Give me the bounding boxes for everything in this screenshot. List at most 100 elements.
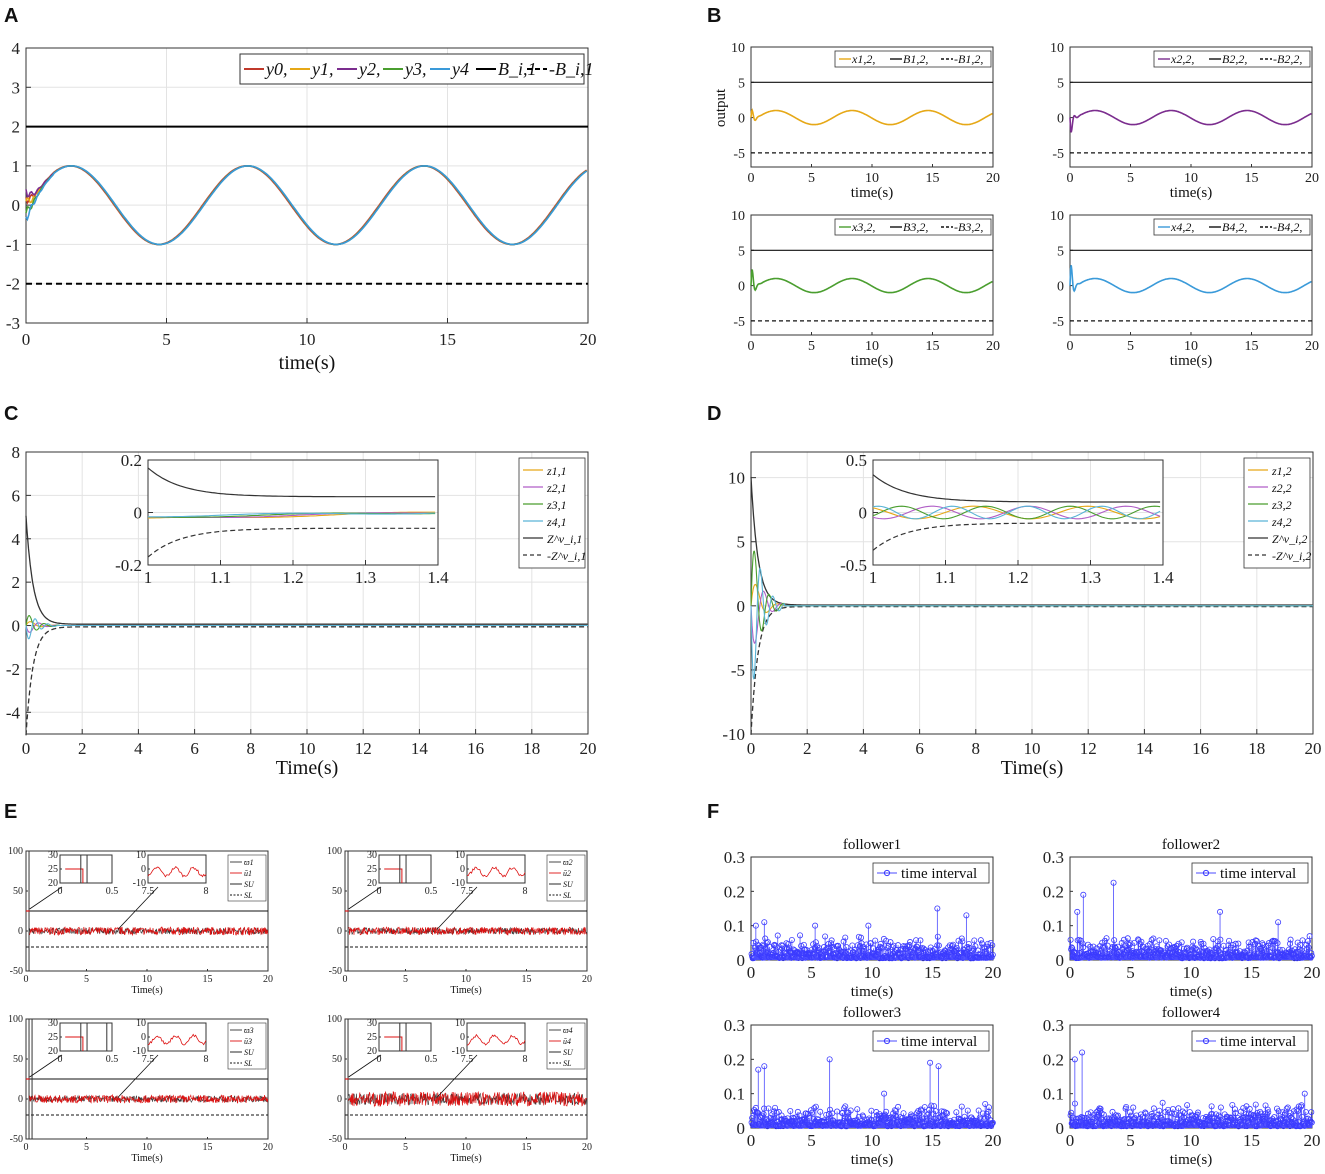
stem-marker [1265, 942, 1272, 949]
x-axis-label: time(s) [1170, 984, 1213, 1000]
stem-marker [1100, 1111, 1107, 1118]
y-tick-label: 0 [18, 1094, 23, 1105]
series-line [1069, 109, 1312, 133]
x-tick-label: 20 [1305, 739, 1322, 758]
y-tick-label: 25 [367, 864, 377, 875]
y-tick-label: 10 [1050, 41, 1064, 56]
stem-marker [1275, 1108, 1282, 1115]
stem-marker [883, 937, 890, 944]
x-tick-label: 5 [808, 339, 815, 354]
legend-box [227, 1022, 267, 1070]
stem-marker [882, 1111, 889, 1118]
stem-marker [1252, 937, 1259, 944]
stem-marker [1109, 1108, 1116, 1115]
x-tick-label: 5 [403, 1142, 408, 1153]
stem-marker [1124, 935, 1131, 942]
axes-frame [378, 1022, 432, 1052]
x-tick-label: 6 [915, 739, 924, 758]
x-axis-label: Time(s) [131, 1153, 162, 1164]
x-tick-label: 0 [747, 1131, 756, 1150]
stem-marker [759, 1112, 766, 1119]
x-tick-label: 0 [1067, 339, 1074, 354]
subplot-f2: 0 5 10 15 20 0 0.1 0.2 0.3 follower2 time(s) time i… [1043, 837, 1321, 1000]
stem-marker [1067, 936, 1074, 943]
stem-marker [1308, 950, 1315, 957]
x-tick-label: 15 [924, 1131, 941, 1150]
stem-marker [964, 1107, 971, 1114]
stem-marker [811, 1105, 818, 1112]
x-tick-label: 0 [1066, 1131, 1075, 1150]
x-tick-label: 20 [580, 330, 597, 349]
x-tick-label: 10 [299, 739, 316, 758]
legend-label: ū1 [244, 869, 252, 878]
stem-marker [1283, 1105, 1290, 1112]
y-tick-label: 6 [12, 486, 21, 505]
x-tick-label: 0 [343, 1142, 348, 1153]
x-axis-label: time(s) [1170, 1152, 1213, 1168]
stem-marker [1150, 1105, 1157, 1112]
x-tick-label: 20 [986, 339, 1000, 354]
x-axis-label: Time(s) [131, 985, 162, 996]
y-tick-label: 20 [48, 1046, 58, 1057]
inset-upper-bound [147, 467, 436, 498]
stem-marker [1306, 933, 1313, 940]
stem-marker [906, 942, 913, 949]
x-tick-label: 10 [1183, 963, 1200, 982]
stem-marker [1125, 1119, 1132, 1126]
stem-marker [1195, 1109, 1202, 1116]
stem-marker [761, 919, 768, 926]
stem-marker [855, 1113, 862, 1120]
x-tick-label: 0 [377, 1054, 382, 1065]
axes-frame [750, 46, 994, 168]
series-line-y4 [25, 165, 588, 246]
x-tick-label: 1 [144, 568, 153, 587]
stem-marker [950, 941, 957, 948]
subplot-f3: 0 5 10 15 20 0 0.1 0.2 0.3 follower3 time(s) time i… [724, 1005, 1002, 1168]
stem-marker [817, 1108, 824, 1115]
stem-marker [861, 946, 868, 953]
y-tick-label: 0 [18, 926, 23, 937]
stem-marker [883, 1108, 890, 1115]
stem-marker [835, 942, 842, 949]
y-tick-label: 0.2 [1043, 1050, 1064, 1069]
stem-marker [858, 934, 865, 941]
stem-marker [842, 934, 849, 941]
axes-frame [147, 1022, 207, 1052]
x-tick-label: 1.2 [282, 568, 303, 587]
inset: 1 1.1 1.2 1.3 1.4 -0.2 0 0.2 [115, 451, 449, 587]
subplot-f1: 0 5 10 15 20 0 0.1 0.2 0.3 follower1 time(s) time i… [724, 837, 1002, 1000]
x-tick-label: 0 [748, 171, 755, 186]
stem-marker [1230, 1115, 1237, 1122]
y-tick-label: -50 [10, 1134, 23, 1145]
stem-marker [1248, 945, 1255, 952]
y-tick-label: 0 [12, 617, 21, 636]
x-tick-label: 15 [1245, 171, 1259, 186]
y-tick-label: 0.3 [724, 848, 745, 867]
stem-marker [754, 1109, 761, 1116]
x-tick-label: 1.3 [1080, 568, 1101, 587]
stem-marker [1097, 1105, 1104, 1112]
y-axis-label: output [713, 88, 729, 127]
x-tick-label: 20 [985, 1131, 1002, 1150]
stem-marker [1269, 938, 1276, 945]
stem-marker [1198, 940, 1205, 947]
stem-marker [980, 954, 987, 961]
x-tick-label: 20 [986, 171, 1000, 186]
stem-marker [1166, 1109, 1173, 1116]
inset2-ubar [147, 866, 207, 878]
y-tick-label: 0.1 [1043, 917, 1064, 936]
stem-marker [1156, 937, 1163, 944]
legend-label: z2,1 [546, 481, 567, 495]
x-tick-label: 6 [190, 739, 199, 758]
stem-marker [1150, 935, 1157, 942]
stem-marker [975, 1107, 982, 1114]
stem-marker [787, 1108, 794, 1115]
stem-marker [800, 1116, 807, 1123]
x-tick-label: 1.3 [355, 568, 376, 587]
legend-label: ϖ3 [244, 1026, 254, 1035]
stem-marker [1079, 940, 1086, 947]
stem-marker [1207, 1118, 1214, 1125]
lower-bound [25, 626, 588, 736]
